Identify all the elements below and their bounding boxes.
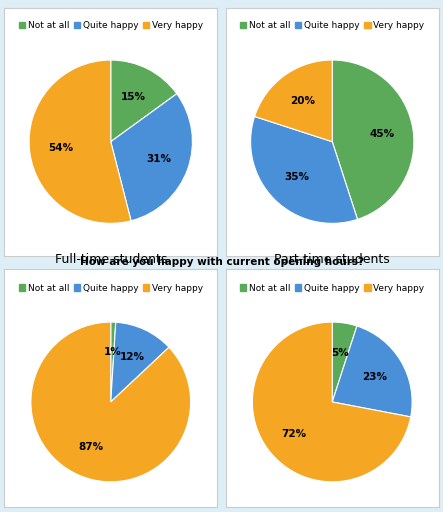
Wedge shape bbox=[111, 60, 177, 142]
Legend: Not at all, Quite happy, Very happy: Not at all, Quite happy, Very happy bbox=[18, 283, 204, 293]
Legend: Not at all, Quite happy, Very happy: Not at all, Quite happy, Very happy bbox=[18, 20, 204, 31]
Text: 31%: 31% bbox=[146, 154, 171, 164]
Wedge shape bbox=[253, 322, 411, 482]
Wedge shape bbox=[332, 60, 414, 219]
Wedge shape bbox=[31, 322, 190, 482]
Text: 35%: 35% bbox=[284, 173, 309, 182]
Text: 45%: 45% bbox=[370, 129, 395, 139]
Text: 87%: 87% bbox=[78, 442, 104, 453]
Wedge shape bbox=[251, 116, 358, 223]
Text: 20%: 20% bbox=[290, 96, 315, 106]
Text: 5%: 5% bbox=[331, 348, 349, 358]
Wedge shape bbox=[29, 60, 131, 223]
Wedge shape bbox=[332, 326, 412, 417]
Text: How are you happy with current opening hours?: How are you happy with current opening h… bbox=[79, 258, 364, 267]
Legend: Not at all, Quite happy, Very happy: Not at all, Quite happy, Very happy bbox=[239, 20, 425, 31]
Text: 15%: 15% bbox=[121, 92, 146, 101]
Text: 23%: 23% bbox=[362, 372, 387, 382]
Title: Part-time students: Part-time students bbox=[274, 253, 390, 266]
Text: 12%: 12% bbox=[119, 352, 144, 362]
Text: 72%: 72% bbox=[282, 429, 307, 438]
Legend: Not at all, Quite happy, Very happy: Not at all, Quite happy, Very happy bbox=[239, 283, 425, 293]
Title: Full-time students: Full-time students bbox=[54, 253, 167, 266]
Wedge shape bbox=[332, 322, 357, 402]
Wedge shape bbox=[111, 94, 192, 221]
Wedge shape bbox=[255, 60, 332, 142]
Wedge shape bbox=[111, 322, 169, 402]
Text: 1%: 1% bbox=[103, 348, 121, 357]
Text: 54%: 54% bbox=[48, 143, 73, 153]
Wedge shape bbox=[111, 322, 116, 402]
